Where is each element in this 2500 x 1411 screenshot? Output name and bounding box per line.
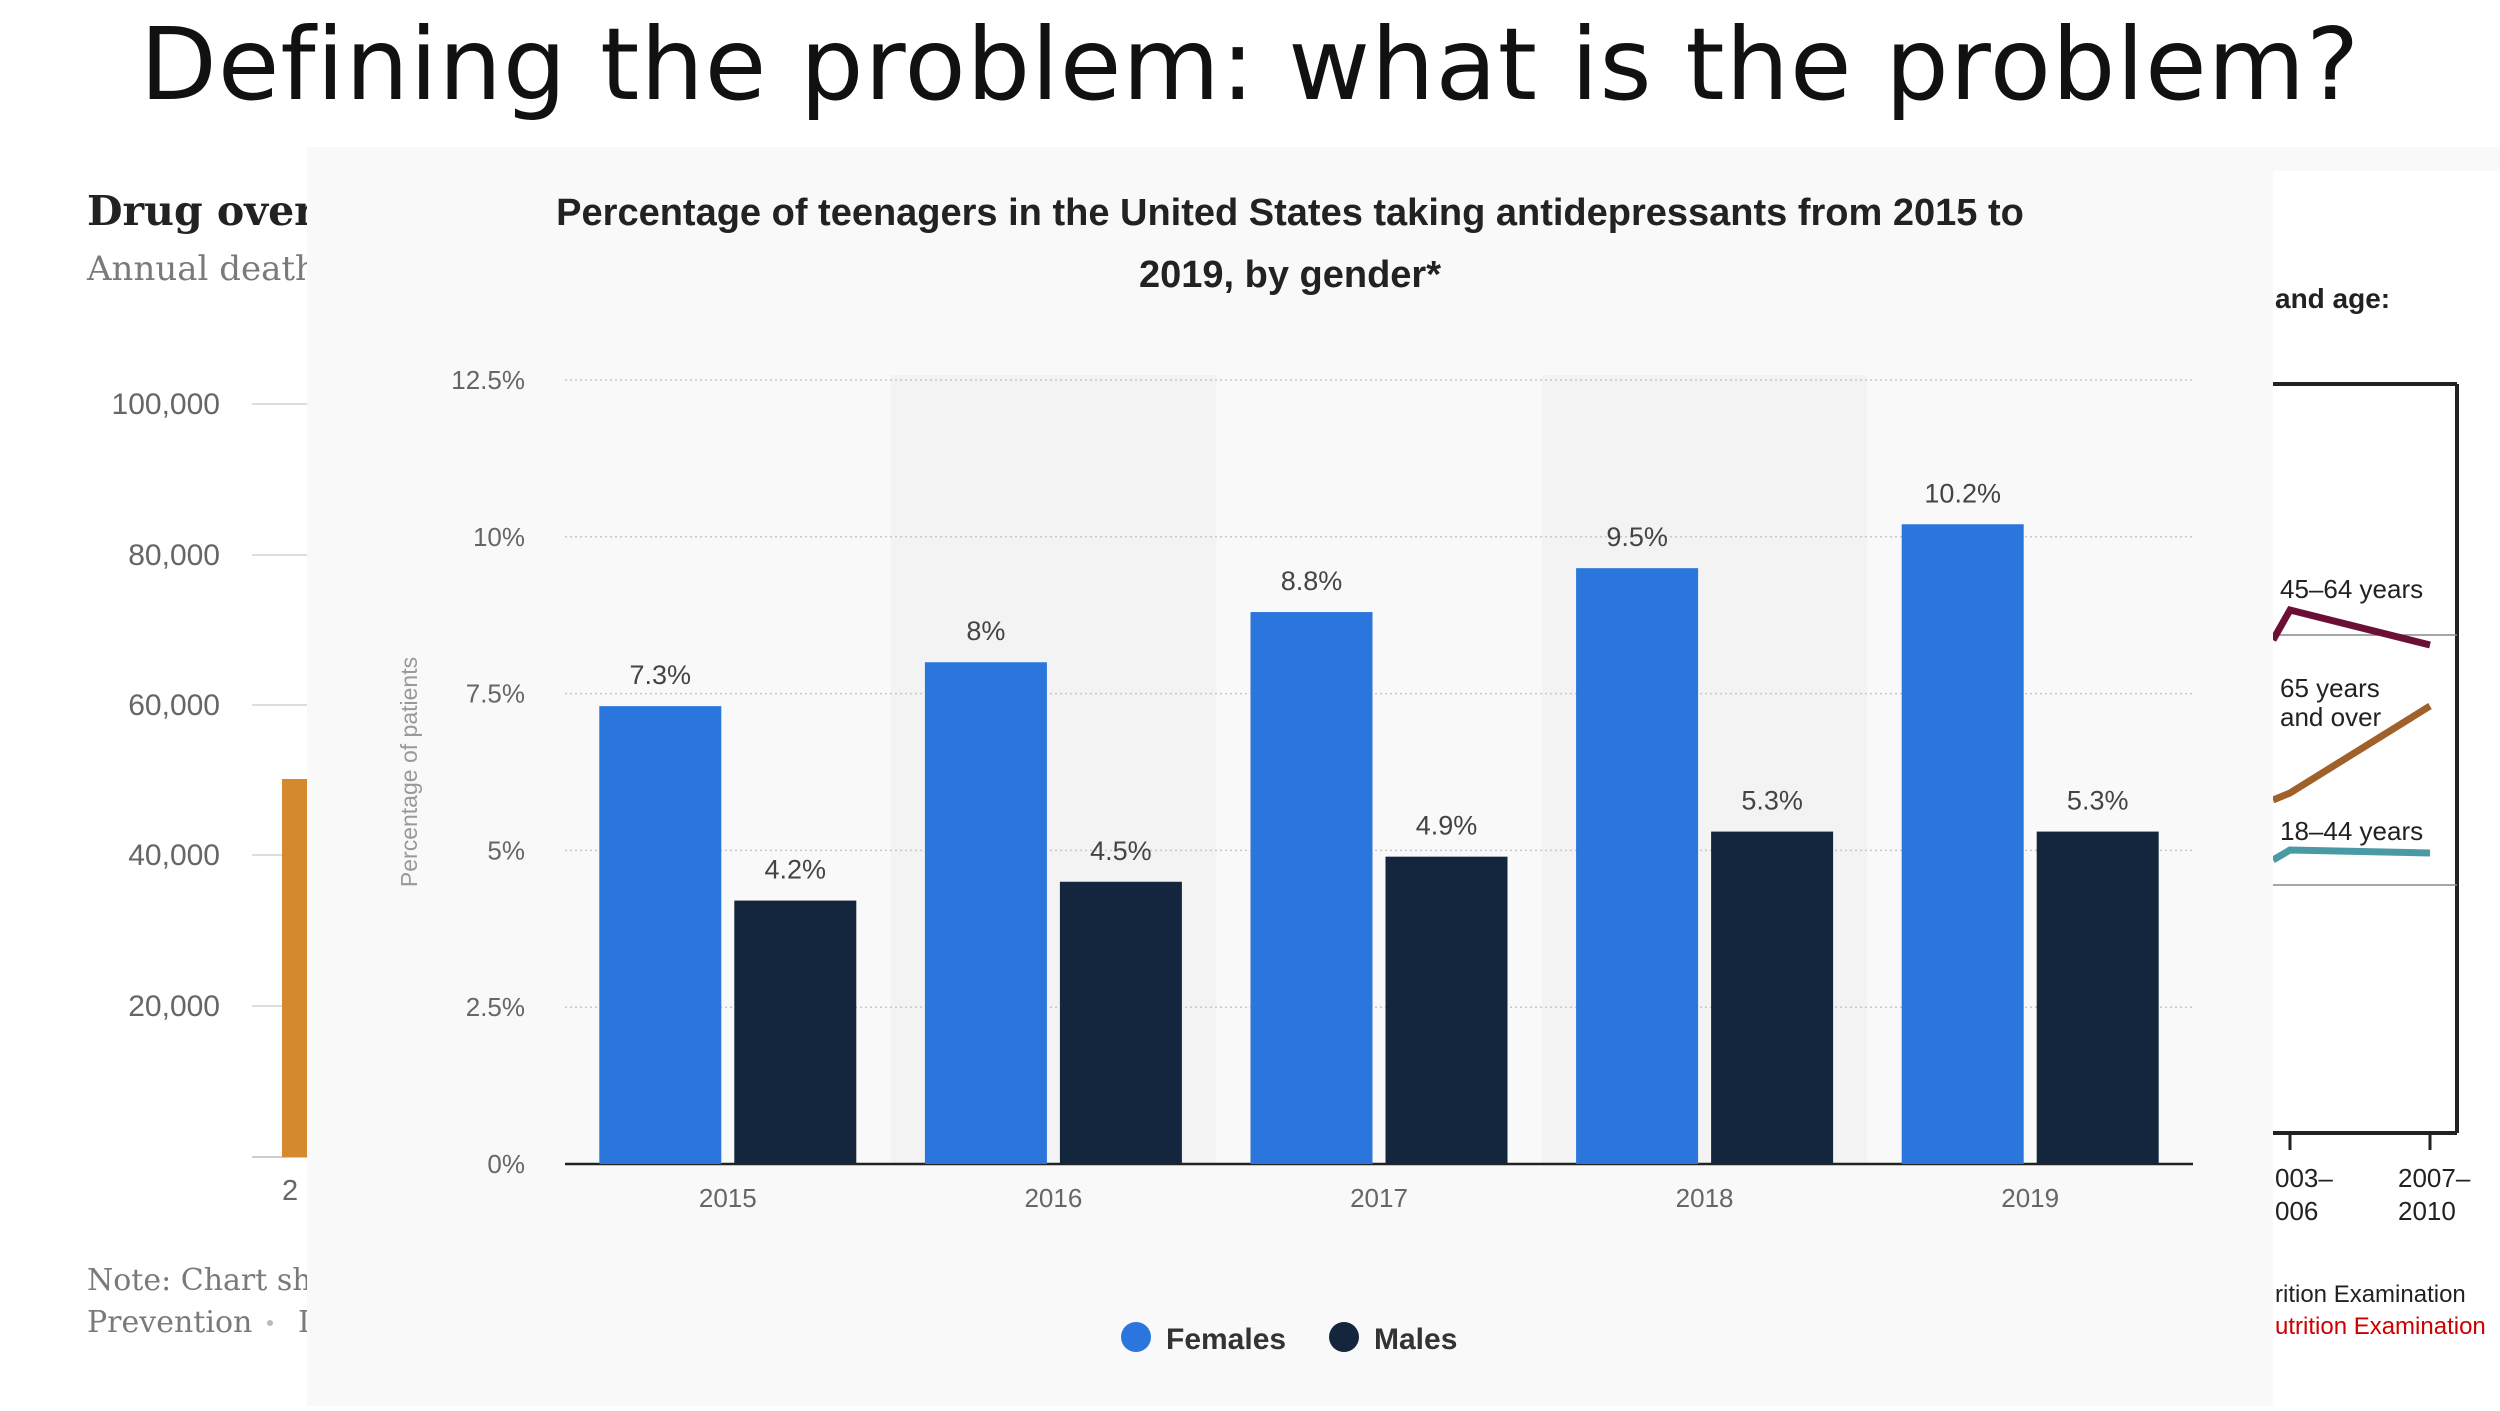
x-tick-label-2016: 2016 [1024, 1183, 1082, 1213]
legend-marker-females[interactable] [1121, 1322, 1151, 1352]
data-label-males-2018: 5.3% [1741, 786, 1803, 816]
bar-females-2017[interactable] [1250, 612, 1373, 1164]
right-chart-label-65plus-line2: and over [2280, 702, 2382, 732]
left-chart-y-tick: 80,000 [128, 539, 220, 572]
left-chart-y-tick: 20,000 [128, 990, 220, 1023]
left-chart-source: Prevention [87, 1305, 252, 1340]
left-chart-source-tail: I [298, 1305, 310, 1340]
right-chart-series-65plus-line [2271, 703, 2432, 804]
right-chart-series-18-44-line [2271, 846, 2431, 864]
data-label-females-2019: 10.2% [1924, 478, 2001, 508]
right-chart-source-line1: rition Examination [2275, 1281, 2466, 1308]
left-chart-note: Note: Chart sho [87, 1263, 330, 1298]
right-chart-x-tick-2-line1: 2007– [2398, 1163, 2471, 1193]
left-chart-title: Drug overd [87, 187, 344, 235]
right-chart-label-18-44: 18–44 years [2280, 816, 2423, 846]
left-chart-source-dot [267, 1320, 273, 1326]
y-tick-label: 10% [473, 522, 525, 552]
x-tick-label-2015: 2015 [699, 1183, 757, 1213]
data-label-females-2017: 8.8% [1281, 566, 1343, 596]
x-tick-label-2019: 2019 [2001, 1183, 2059, 1213]
legend-label-females[interactable]: Females [1166, 1323, 1286, 1356]
data-label-males-2016: 4.5% [1090, 836, 1152, 866]
chart-title-line-2: 2019, by gender* [1139, 254, 1441, 296]
left-chart-subtitle: Annual deaths [86, 249, 334, 289]
left-background-chart: Drug overd Annual deaths 100,000 80,000 60… [86, 187, 344, 1340]
left-chart-y-tick: 40,000 [128, 839, 220, 872]
y-axis-label: Percentage of patients [396, 657, 422, 887]
left-chart-y-tick: 100,000 [112, 388, 220, 421]
right-chart-series-45-64-line [2269, 605, 2431, 649]
left-chart-x-tick: 2 [282, 1175, 298, 1207]
left-chart-bar [282, 779, 307, 1157]
y-tick-label: 7.5% [466, 679, 525, 709]
right-chart-x-tick-2-line2: 2010 [2398, 1196, 2456, 1226]
data-label-females-2018: 9.5% [1606, 522, 1668, 552]
right-chart-x-tick-1-line2: 006 [2275, 1196, 2318, 1226]
right-background-chart: and age: 45–64 years 65 years and over 1… [1553, 147, 2500, 1340]
bar-females-2015[interactable] [599, 706, 722, 1164]
bar-males-2016[interactable] [1059, 881, 1182, 1164]
chart-title-line-1: Percentage of teenagers in the United St… [556, 192, 2024, 234]
y-tick-label: 5% [487, 835, 525, 865]
bar-females-2018[interactable] [1576, 568, 1699, 1164]
data-label-females-2016: 8% [966, 616, 1005, 646]
y-tick-label: 2.5% [466, 992, 525, 1022]
statista-chart-panel: 0% 2.5% 5% 7.5% 10% 12.5% 7.3% 4.2% 2015 8% 4.5% 2… [307, 147, 2273, 1406]
legend-marker-males[interactable] [1329, 1322, 1359, 1352]
data-label-males-2015: 4.2% [765, 855, 827, 885]
y-tick-label: 12.5% [451, 365, 525, 395]
y-tick-label: 0% [487, 1149, 525, 1179]
bar-males-2019[interactable] [2036, 831, 2159, 1164]
data-label-males-2017: 4.9% [1416, 811, 1478, 841]
x-tick-label-2018: 2018 [1676, 1183, 1734, 1213]
antidepressant-bar-chart: 0% 2.5% 5% 7.5% 10% 12.5% 7.3% 4.2% 2015 8% 4.5% 2… [396, 192, 2193, 1356]
right-chart-label-45-64: 45–64 years [2280, 574, 2423, 604]
right-chart-label-65plus-line1: 65 years [2280, 673, 2380, 703]
slide-title: Defining the problem: what is the proble… [139, 6, 2361, 123]
right-chart-source-line2: utrition Examination [2275, 1313, 2486, 1340]
data-label-females-2015: 7.3% [630, 660, 692, 690]
left-chart-y-tick: 60,000 [128, 689, 220, 722]
right-chart-heading: and age: [2275, 283, 2390, 314]
chart-legend: Females Males [1121, 1322, 1457, 1356]
bar-females-2016[interactable] [924, 662, 1047, 1164]
legend-label-males[interactable]: Males [1374, 1323, 1457, 1356]
bar-males-2018[interactable] [1711, 831, 1834, 1164]
bar-males-2017[interactable] [1385, 856, 1508, 1164]
x-tick-label-2017: 2017 [1350, 1183, 1408, 1213]
bar-females-2019[interactable] [1901, 524, 2024, 1164]
data-label-males-2019: 5.3% [2067, 786, 2129, 816]
bar-males-2015[interactable] [734, 900, 857, 1164]
right-chart-x-tick-1-line1: 003– [2275, 1163, 2333, 1193]
